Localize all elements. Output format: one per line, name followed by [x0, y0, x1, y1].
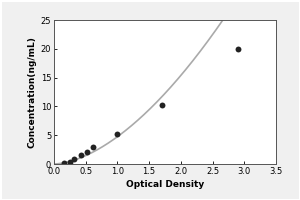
Y-axis label: Concentration(ng/mL): Concentration(ng/mL) — [28, 36, 37, 148]
Point — [115, 132, 120, 136]
Point — [72, 157, 77, 160]
Point — [85, 151, 89, 154]
Point — [236, 47, 240, 50]
Point — [159, 104, 164, 107]
Point — [78, 154, 83, 157]
Point — [68, 160, 72, 163]
Point — [61, 162, 66, 165]
X-axis label: Optical Density: Optical Density — [126, 180, 204, 189]
Point — [91, 146, 96, 149]
